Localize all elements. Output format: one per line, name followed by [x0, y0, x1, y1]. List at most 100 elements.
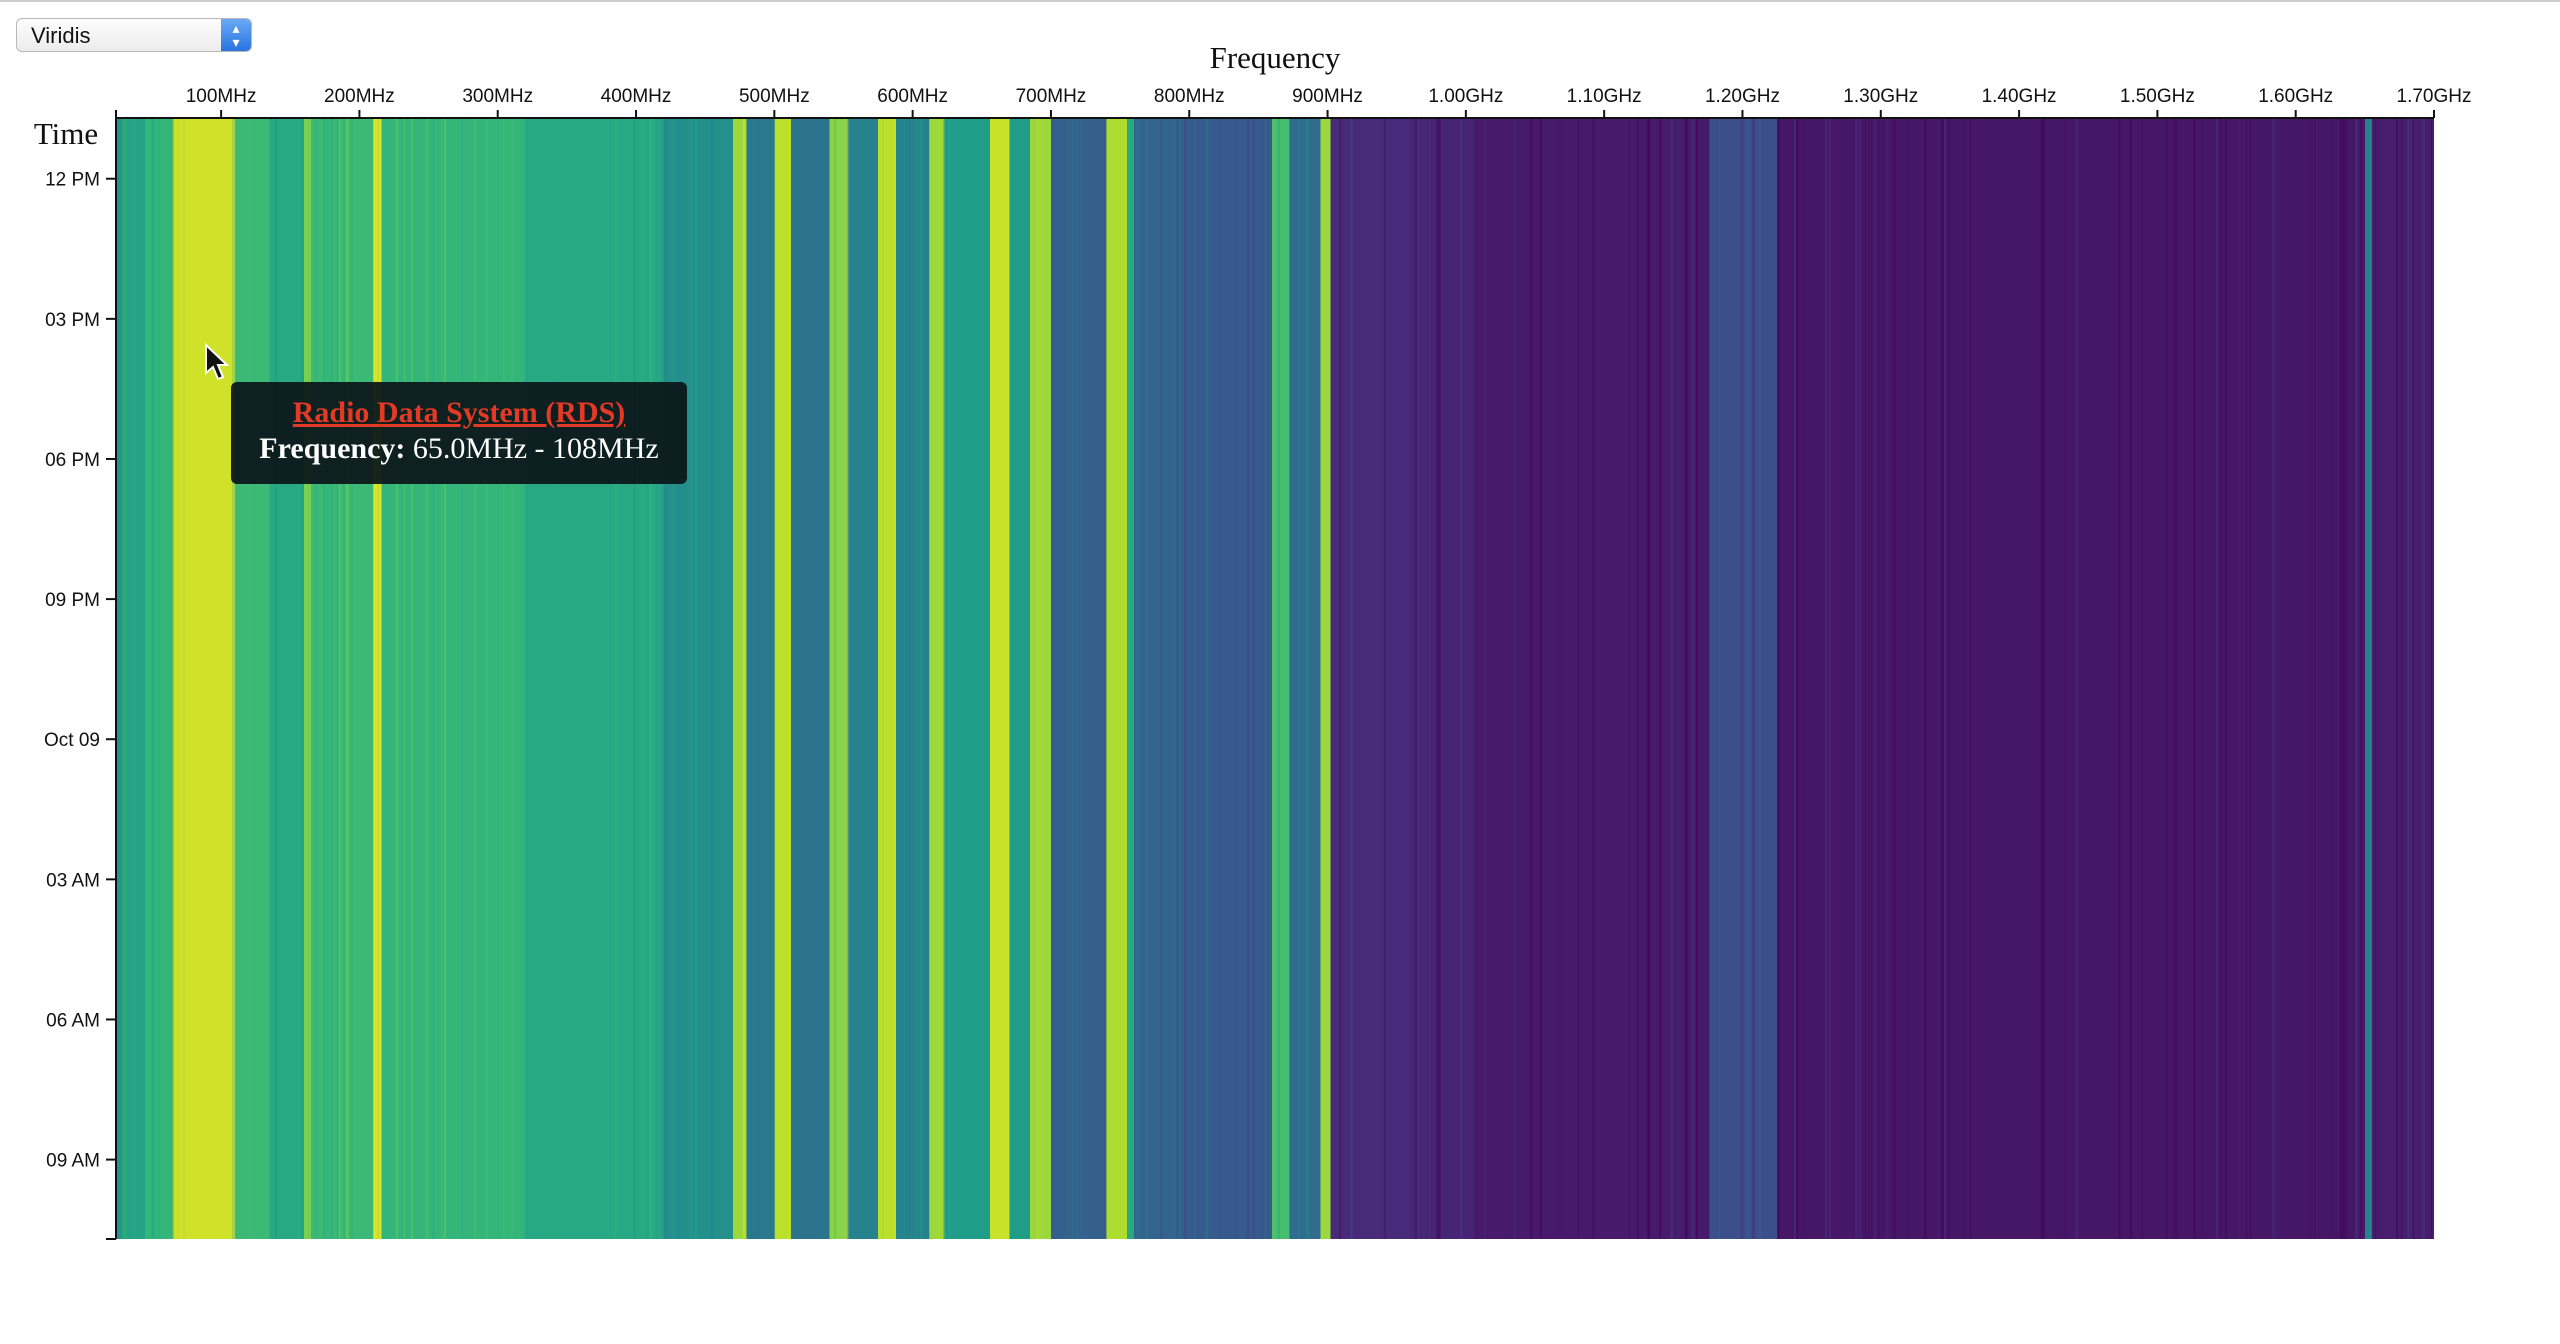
heatmap-signal-line	[1868, 118, 1870, 1239]
y-axis: 12 PM 03 PM 06 PM 09 PM Oct 09 03 AM 06 AM 09 A…	[44, 110, 117, 1240]
heatmap-signal-line	[1297, 118, 1300, 1239]
tooltip-band-name-link[interactable]: Radio Data System (RDS)	[292, 396, 626, 429]
heatmap-signal-line	[313, 118, 315, 1239]
y-tick-label: 12 PM	[45, 170, 100, 191]
heatmap-signal-line	[2370, 118, 2372, 1239]
heatmap-signal-line	[915, 118, 917, 1239]
y-tick-label: 09 PM	[45, 590, 100, 611]
heatmap-signal-line	[1261, 118, 1263, 1239]
x-tick-label: 400MHz	[601, 86, 672, 107]
heatmap-signal-line	[504, 118, 507, 1239]
heatmap-signal-line	[2345, 118, 2348, 1239]
heatmap-signal-line	[2375, 118, 2377, 1239]
heatmap-signal-line	[1963, 118, 1966, 1239]
heatmap-signal-line	[1159, 118, 1161, 1239]
heatmap-signal-line	[2175, 118, 2178, 1239]
heatmap-signal-line	[2400, 118, 2403, 1239]
heatmap-signal-line	[832, 118, 834, 1239]
heatmap-signal-line	[232, 118, 236, 1239]
heatmap-signal-line	[1134, 118, 1137, 1239]
heatmap-signal-line	[1415, 118, 1418, 1239]
heatmap-signal-line	[2216, 118, 2219, 1239]
heatmap-signal-line	[1874, 118, 1877, 1239]
heatmap-plot-area[interactable]	[116, 118, 2434, 1239]
heatmap-signal-line	[942, 118, 945, 1239]
heatmap-signal-line	[460, 118, 463, 1239]
heatmap-signal-line	[681, 118, 684, 1239]
heatmap-signal-line	[756, 118, 759, 1239]
heatmap-signal-line	[1235, 118, 1237, 1239]
heatmap-signal-line	[2193, 118, 2196, 1239]
x-tick-label: 900MHz	[1292, 86, 1363, 107]
heatmap-signal-line	[1558, 118, 1561, 1239]
heatmap-signal-line	[1941, 118, 1945, 1239]
heatmap-signal-line	[690, 118, 692, 1239]
heatmap-signal-line	[432, 118, 434, 1239]
heatmap-signal-line	[882, 118, 884, 1239]
heatmap-signal-line	[1629, 118, 1631, 1239]
heatmap-signal-line	[1252, 118, 1255, 1239]
heatmap-signal-line	[1893, 118, 1896, 1239]
band-info-tooltip: Radio Data System (RDS) Frequency: 65.0M…	[231, 382, 687, 484]
heatmap-signal-line	[315, 118, 317, 1239]
colormap-select-value: Viridis	[31, 23, 91, 48]
heatmap-signal-line	[1707, 118, 1710, 1239]
x-tick-label: 700MHz	[1016, 86, 1087, 107]
heatmap-signal-line	[1848, 118, 1851, 1239]
heatmap-signal-line	[325, 118, 328, 1239]
colormap-select[interactable]: Viridis ▴ ▾	[16, 18, 252, 52]
heatmap-signal-line	[1286, 118, 1290, 1239]
heatmap-signal-line	[2063, 118, 2067, 1239]
heatmap-signal-line	[1072, 118, 1075, 1239]
x-tick-label: 100MHz	[186, 86, 257, 107]
heatmap-signal-line	[1068, 118, 1071, 1239]
heatmap-signal-line	[1673, 118, 1676, 1239]
heatmap-signal-line	[345, 118, 349, 1239]
heatmap-signal-line	[305, 118, 307, 1239]
heatmap-signal-line	[2205, 118, 2208, 1239]
heatmap-signal-line	[1178, 118, 1182, 1239]
heatmap-signal-line	[845, 118, 849, 1239]
mouse-pointer-icon	[205, 343, 230, 381]
heatmap-signal-line	[1339, 118, 1342, 1239]
heatmap-signal-line	[377, 118, 380, 1239]
heatmap-signal-line	[2342, 118, 2345, 1239]
heatmap-signal-line	[633, 118, 636, 1239]
heatmap-signal-line	[773, 118, 775, 1239]
heatmap-signal-line	[820, 118, 822, 1239]
y-tick-label: 09 AM	[46, 1151, 100, 1172]
heatmap-signal-line	[1838, 118, 1841, 1239]
heatmap-signal-line	[1188, 118, 1190, 1239]
heatmap-signal-line	[323, 118, 326, 1239]
heatmap-signal-line	[1417, 118, 1420, 1239]
heatmap-signal-line	[1636, 118, 1639, 1239]
heatmap-signal-line	[158, 118, 160, 1239]
heatmap-signal-line	[151, 118, 155, 1239]
heatmap-signal-line	[485, 118, 489, 1239]
heatmap-signal-line	[1854, 118, 1858, 1239]
heatmap-signal-line	[834, 118, 837, 1239]
heatmap-signal-line	[696, 118, 699, 1239]
heatmap-signal-line	[1947, 118, 1950, 1239]
heatmap-signal-line	[1670, 118, 1674, 1239]
heatmap-signal-line	[893, 118, 896, 1239]
x-tick-label: 1.50GHz	[2120, 86, 2195, 107]
heatmap-signal-line	[1777, 118, 1780, 1239]
heatmap-signal-line	[275, 118, 278, 1239]
x-tick-label: 1.40GHz	[1982, 86, 2057, 107]
heatmap-signal-line	[403, 118, 406, 1239]
heatmap-signal-line	[474, 118, 477, 1239]
heatmap-signal-line	[1562, 118, 1564, 1239]
heatmap-signal-line	[335, 118, 338, 1239]
x-tick-label: 800MHz	[1154, 86, 1225, 107]
heatmap-signal-line	[1458, 118, 1461, 1239]
heatmap-signal-line	[1193, 118, 1196, 1239]
heatmap-signal-line	[1513, 118, 1516, 1239]
heatmap-signal-line	[1803, 118, 1805, 1239]
heatmap-signal-line	[1145, 118, 1149, 1239]
heatmap-signal-line	[132, 118, 135, 1239]
heatmap-signal-line	[672, 118, 675, 1239]
heatmap-signal-line	[2318, 118, 2320, 1239]
heatmap-signal-line	[1038, 118, 1041, 1239]
